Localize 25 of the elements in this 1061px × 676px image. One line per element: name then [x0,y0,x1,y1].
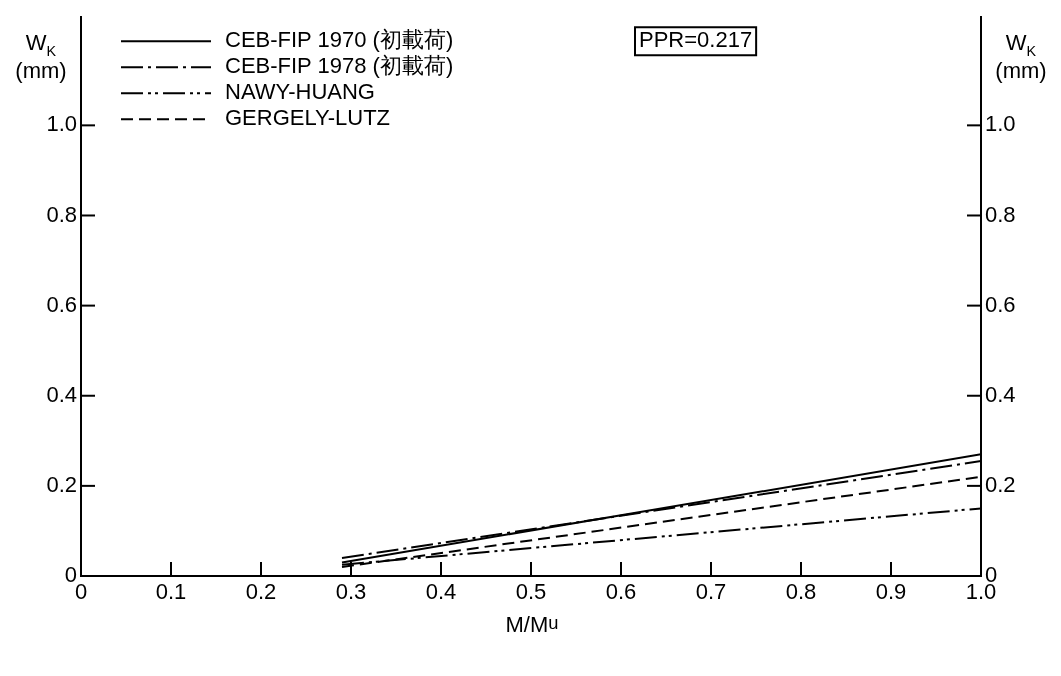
y-tick-label: 0 [64,562,77,588]
x-tick-label: 0.9 [875,579,907,605]
legend-label: CEB-FIP 1970 (初載荷) [225,27,454,53]
y-tick-label: 0.6 [46,291,77,317]
y2-tick-label: 0.6 [985,291,1016,317]
legend-label: GERGELY-LUTZ [225,105,391,131]
x-tick-label: 0.2 [245,579,277,605]
legend-label: CEB-FIP 1978 (初載荷) [225,53,454,79]
legend-label: NAWY-HUANG [225,79,375,105]
y2-tick-label: 0.2 [985,471,1016,497]
y-tick-label: 0.2 [46,471,77,497]
x-tick-label: 0.1 [155,579,187,605]
y2-tick-label: 0.8 [985,201,1016,227]
y2-tick-label: 1.0 [985,111,1016,137]
x-tick-label: 0.8 [785,579,817,605]
x-tick-label: 0.5 [515,579,547,605]
x-tick-label: 0.6 [605,579,637,605]
y-tick-label: 0.4 [46,381,77,407]
y-tick-label: 1.0 [46,111,77,137]
y2-tick-label: 0.4 [985,381,1016,407]
annotation: PPR=0.217 [639,27,753,53]
x-tick-label: 0.3 [335,579,367,605]
x-tick-label: 0.4 [425,579,457,605]
x-tick-label: 0.7 [695,579,727,605]
y-tick-label: 0.8 [46,201,77,227]
